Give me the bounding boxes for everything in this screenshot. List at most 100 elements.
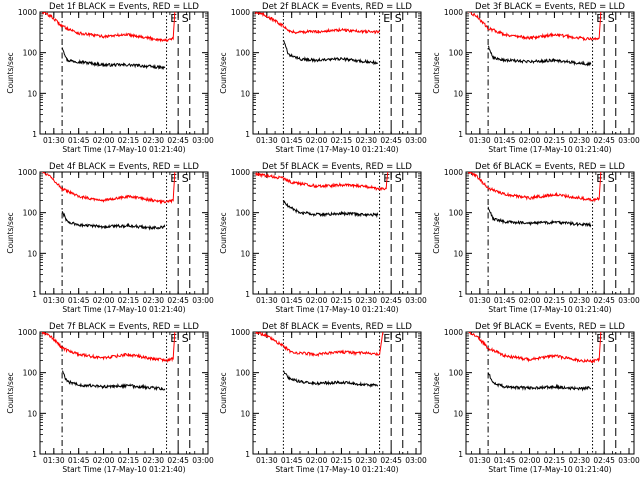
y-axis-label: Counts/sec xyxy=(432,52,441,93)
plot-frame xyxy=(252,11,422,135)
y-tick-label: 100 xyxy=(449,369,464,378)
x-tick-label: 02:00 xyxy=(93,296,115,305)
x-tick-label: 01:45 xyxy=(281,456,303,465)
x-tick-label: 01:30 xyxy=(256,296,278,305)
x-tick-label: 03:00 xyxy=(405,136,427,145)
y-tick-label: 1000 xyxy=(444,168,463,177)
x-tick-label: 02:30 xyxy=(355,136,377,145)
y-tick-label: 1000 xyxy=(231,8,250,17)
x-tick-label: 02:15 xyxy=(118,456,140,465)
x-axis-label: Start Time (17-May-10 01:21:40) xyxy=(488,305,611,314)
series-events-line xyxy=(487,206,592,228)
panel-title: Det 6f BLACK = Events, RED = LLD xyxy=(475,162,625,172)
plot-frame xyxy=(39,331,209,455)
y-tick-label: 10 xyxy=(27,409,37,418)
series-events-line xyxy=(283,40,378,66)
x-tick-label: 01:30 xyxy=(469,136,491,145)
y-tick-label: 1 xyxy=(458,290,463,299)
x-tick-label: 01:45 xyxy=(281,136,303,145)
plot-frame xyxy=(252,171,422,295)
y-tick-label: 10 xyxy=(240,89,250,98)
time-marker-label: S xyxy=(182,172,189,185)
x-tick-label: 01:45 xyxy=(68,296,90,305)
time-marker-label: S xyxy=(395,172,402,185)
series-lld-line xyxy=(41,12,176,43)
series-lld-line xyxy=(41,332,176,363)
x-tick-label: 02:00 xyxy=(93,136,115,145)
x-tick-label: 02:45 xyxy=(593,296,615,305)
y-tick-label: 100 xyxy=(23,49,38,58)
y-tick-label: 1000 xyxy=(18,168,37,177)
y-tick-label: 10 xyxy=(240,409,250,418)
y-axis-label: Counts/sec xyxy=(219,212,228,253)
series-events-line xyxy=(62,370,166,392)
y-tick-label: 10 xyxy=(27,89,37,98)
panel-title: Det 1f BLACK = Events, RED = LLD xyxy=(49,2,199,12)
y-tick-label: 1000 xyxy=(444,328,463,337)
x-tick-label: 02:15 xyxy=(331,136,353,145)
x-axis-label: Start Time (17-May-10 01:21:40) xyxy=(488,145,611,154)
detector-panel-4: Det 4f BLACK = Events, RED = LLD 1 10 100 10… xyxy=(6,162,214,314)
x-tick-label: 02:45 xyxy=(593,456,615,465)
x-axis-label: Start Time (17-May-10 01:21:40) xyxy=(488,465,611,474)
series-events-line xyxy=(487,372,592,392)
x-tick-label: 01:45 xyxy=(494,456,516,465)
x-tick-label: 02:15 xyxy=(544,456,566,465)
series-lld-line xyxy=(467,12,602,42)
x-tick-label: 03:00 xyxy=(405,296,427,305)
plot-frame xyxy=(465,171,635,295)
detector-panel-6: Det 6f BLACK = Events, RED = LLD 1 10 100 10… xyxy=(432,162,640,314)
x-axis-label: Start Time (17-May-10 01:21:40) xyxy=(62,465,185,474)
panel-title: Det 9f BLACK = Events, RED = LLD xyxy=(475,322,625,332)
y-tick-label: 1000 xyxy=(444,8,463,17)
series-events-line xyxy=(487,45,592,67)
time-marker-label: S xyxy=(395,332,402,345)
x-tick-label: 02:45 xyxy=(167,136,189,145)
series-lld-line xyxy=(255,172,389,191)
detector-panel-7: Det 7f BLACK = Events, RED = LLD 1 10 100 10… xyxy=(6,322,214,474)
series-lld-line xyxy=(254,12,381,35)
y-tick-label: 1000 xyxy=(18,8,37,17)
x-tick-label: 03:00 xyxy=(192,456,214,465)
x-axis-label: Start Time (17-May-10 01:21:40) xyxy=(275,305,398,314)
x-tick-label: 02:00 xyxy=(519,136,541,145)
time-marker-label: S xyxy=(608,172,615,185)
panel-title: Det 8f BLACK = Events, RED = LLD xyxy=(262,322,412,332)
detector-panel-5: Det 5f BLACK = Events, RED = LLD 1 10 100 10… xyxy=(219,162,427,314)
plot-frame xyxy=(465,331,635,455)
x-tick-label: 01:30 xyxy=(43,456,65,465)
y-axis-label: Counts/sec xyxy=(219,372,228,413)
x-tick-label: 03:00 xyxy=(192,136,214,145)
x-tick-label: 01:30 xyxy=(43,136,65,145)
x-axis-label: Start Time (17-May-10 01:21:40) xyxy=(275,145,398,154)
x-axis-label: Start Time (17-May-10 01:21:40) xyxy=(62,305,185,314)
x-tick-label: 02:15 xyxy=(544,136,566,145)
time-marker-label: S xyxy=(608,12,615,25)
x-tick-label: 02:15 xyxy=(331,296,353,305)
detector-panel-9: Det 9f BLACK = Events, RED = LLD 1 10 100 10… xyxy=(432,322,640,474)
x-tick-label: 02:30 xyxy=(355,456,377,465)
x-tick-label: 02:30 xyxy=(142,456,164,465)
x-tick-label: 02:30 xyxy=(142,296,164,305)
panel-title: Det 5f BLACK = Events, RED = LLD xyxy=(262,162,412,172)
plot-frame xyxy=(465,11,635,135)
x-tick-label: 02:00 xyxy=(306,296,328,305)
series-events-line xyxy=(61,211,166,231)
x-tick-label: 01:45 xyxy=(494,296,516,305)
x-tick-label: 01:45 xyxy=(281,296,303,305)
x-tick-label: 02:00 xyxy=(306,136,328,145)
x-tick-label: 02:45 xyxy=(593,136,615,145)
x-tick-label: 02:45 xyxy=(380,136,402,145)
x-tick-label: 02:45 xyxy=(380,296,402,305)
x-axis-label: Start Time (17-May-10 01:21:40) xyxy=(62,145,185,154)
y-tick-label: 100 xyxy=(449,209,464,218)
y-tick-label: 1 xyxy=(32,290,37,299)
y-tick-label: 10 xyxy=(453,249,463,258)
y-axis-label: Counts/sec xyxy=(6,212,15,253)
y-axis-label: Counts/sec xyxy=(6,52,15,93)
panel-title: Det 2f BLACK = Events, RED = LLD xyxy=(262,2,412,12)
y-tick-label: 100 xyxy=(236,49,251,58)
y-tick-label: 100 xyxy=(236,209,251,218)
x-tick-label: 02:15 xyxy=(118,136,140,145)
